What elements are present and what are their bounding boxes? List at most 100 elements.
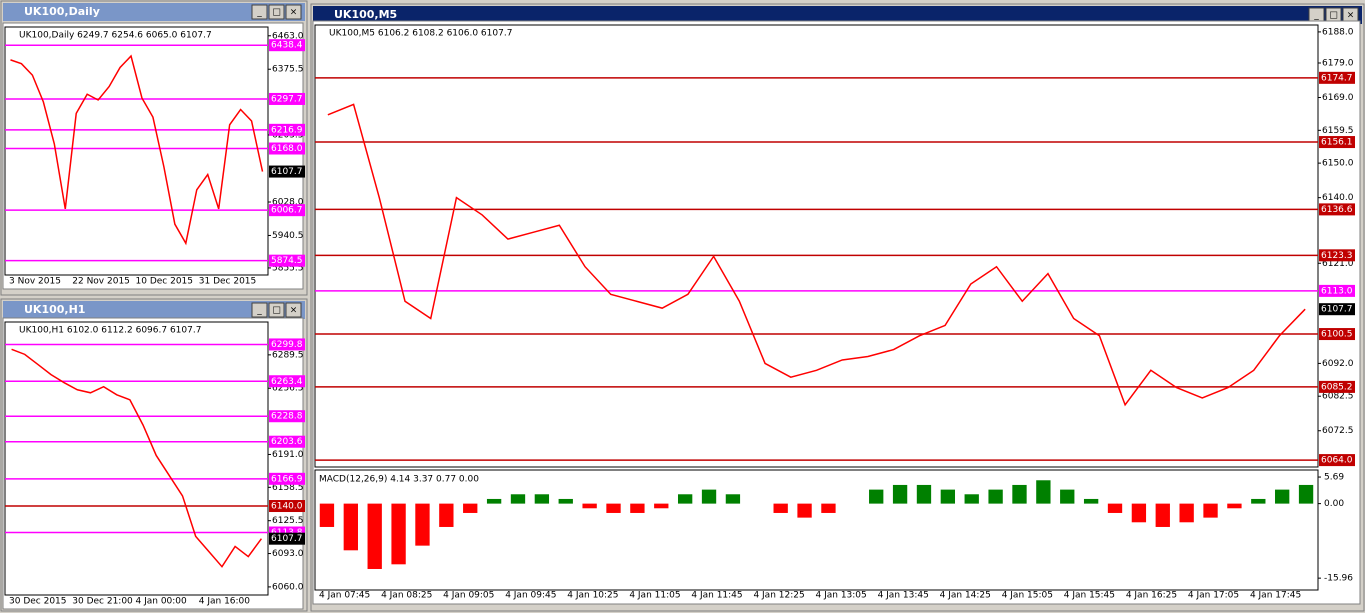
time-label: 4 Jan 09:45 bbox=[505, 591, 556, 601]
level-label: 6228.8 bbox=[271, 412, 303, 422]
macd-bar bbox=[439, 503, 454, 527]
macd-bar bbox=[1060, 489, 1075, 504]
level-label: 6297.7 bbox=[271, 94, 303, 104]
macd-bar bbox=[892, 484, 908, 504]
level-tag bbox=[269, 204, 305, 217]
window-button[interactable] bbox=[285, 4, 302, 20]
price-line bbox=[327, 103, 1306, 407]
level-tag bbox=[269, 500, 305, 513]
time-label: 4 Jan 17:45 bbox=[1250, 591, 1301, 601]
window-button-icon: × bbox=[1347, 11, 1355, 21]
macd-bar bbox=[1251, 498, 1266, 504]
window-button-icon: _ bbox=[256, 8, 262, 18]
window-button[interactable] bbox=[268, 302, 285, 318]
time-label: 4 Jan 10:25 bbox=[567, 591, 618, 601]
level-tag bbox=[1319, 249, 1355, 262]
time-label: 31 Dec 2015 bbox=[199, 277, 257, 287]
level-label: 6168.0 bbox=[271, 144, 303, 154]
macd-bar bbox=[988, 489, 1003, 504]
macd-bar bbox=[486, 498, 502, 504]
level-label: 6174.7 bbox=[1321, 73, 1353, 83]
window-button[interactable] bbox=[251, 4, 268, 20]
level-tag bbox=[269, 165, 305, 178]
time-label: 30 Dec 21:00 bbox=[72, 597, 133, 607]
plot-frame bbox=[314, 24, 1319, 468]
level-tag bbox=[1319, 380, 1355, 393]
macd-bar bbox=[534, 494, 550, 504]
level-label: 6166.9 bbox=[271, 474, 303, 484]
macd-bar bbox=[606, 503, 621, 513]
chart-header: UK100,Daily 6249.7 6254.6 6065.0 6107.7 bbox=[19, 31, 212, 41]
level-tag bbox=[1319, 454, 1355, 467]
level-label: 6107.7 bbox=[271, 167, 303, 177]
y-tick-label: 6082.5 bbox=[1322, 392, 1354, 402]
time-label: 4 Jan 12:25 bbox=[753, 591, 804, 601]
macd-header: MACD(12,26,9) 4.14 3.37 0.77 0.00 bbox=[319, 475, 479, 485]
title-bar bbox=[3, 3, 305, 21]
level-tag bbox=[269, 142, 305, 155]
level-label: 6107.7 bbox=[271, 534, 303, 544]
macd-bar bbox=[1083, 498, 1099, 504]
window-title: UK100,Daily bbox=[24, 5, 100, 18]
y-tick-label: 6179.0 bbox=[1322, 58, 1354, 68]
level-label: 6140.0 bbox=[271, 502, 303, 512]
window-button-icon: □ bbox=[272, 306, 281, 316]
y-tick-label: 6375.5 bbox=[272, 65, 304, 75]
y-tick-label: 6121.0 bbox=[1322, 259, 1354, 269]
level-tag bbox=[1319, 71, 1355, 84]
macd-bar bbox=[773, 503, 788, 513]
time-label: 4 Jan 16:00 bbox=[199, 597, 251, 607]
window-button[interactable] bbox=[285, 302, 302, 318]
level-tag bbox=[269, 435, 305, 448]
macd-bar bbox=[821, 503, 836, 513]
macd-bar bbox=[367, 503, 382, 569]
level-tag bbox=[269, 532, 305, 545]
time-label: 4 Jan 17:05 bbox=[1188, 591, 1239, 601]
macd-bar bbox=[869, 489, 884, 504]
macd-tick-label: 5.69 bbox=[1324, 473, 1344, 483]
time-label: 4 Jan 13:05 bbox=[816, 591, 867, 601]
level-label: 6107.7 bbox=[1321, 305, 1353, 315]
level-tag bbox=[1319, 284, 1355, 297]
level-label: 6113.0 bbox=[1321, 286, 1353, 296]
time-label: 4 Jan 09:05 bbox=[443, 591, 494, 601]
level-tag bbox=[269, 92, 305, 105]
macd-tick-label: -15.96 bbox=[1324, 574, 1353, 584]
level-label: 6006.7 bbox=[271, 206, 303, 216]
macd-bar bbox=[582, 503, 597, 509]
macd-bar bbox=[1227, 503, 1242, 509]
macd-bar bbox=[677, 494, 693, 504]
macd-bar bbox=[964, 494, 979, 504]
plot-frame bbox=[4, 26, 269, 276]
y-tick-label: 6256.5 bbox=[272, 384, 304, 394]
macd-bar bbox=[1131, 503, 1147, 523]
price-line bbox=[10, 54, 264, 246]
y-tick-label: 6092.0 bbox=[1322, 359, 1354, 369]
time-label: 22 Nov 2015 bbox=[72, 277, 130, 287]
macd-bar bbox=[1203, 503, 1218, 518]
chart-header: UK100,H1 6102.0 6112.2 6096.7 6107.7 bbox=[19, 326, 201, 336]
y-tick-label: 6191.0 bbox=[272, 450, 304, 460]
window-button[interactable] bbox=[251, 302, 268, 318]
level-tag bbox=[269, 375, 305, 388]
macd-bar bbox=[797, 503, 812, 518]
level-label: 6299.8 bbox=[271, 340, 303, 350]
macd-bar bbox=[463, 503, 478, 513]
y-tick-label: 6093.0 bbox=[272, 549, 304, 559]
y-tick-label: 6140.0 bbox=[1322, 193, 1354, 203]
time-label: 4 Jan 00:00 bbox=[136, 597, 188, 607]
time-label: 30 Dec 2015 bbox=[9, 597, 67, 607]
y-tick-label: 6188.0 bbox=[1322, 27, 1354, 37]
level-tag bbox=[269, 472, 305, 485]
level-label: 6100.5 bbox=[1321, 330, 1353, 340]
level-label: 6438.4 bbox=[271, 41, 303, 51]
time-label: 4 Jan 08:25 bbox=[381, 591, 432, 601]
window-button[interactable] bbox=[268, 4, 285, 20]
macd-bar bbox=[701, 489, 717, 504]
chart-area bbox=[312, 20, 1361, 605]
level-label: 6064.0 bbox=[1321, 456, 1353, 466]
y-tick-label: 5940.5 bbox=[272, 231, 304, 241]
macd-bar bbox=[1107, 503, 1123, 513]
macd-bar bbox=[415, 503, 430, 546]
